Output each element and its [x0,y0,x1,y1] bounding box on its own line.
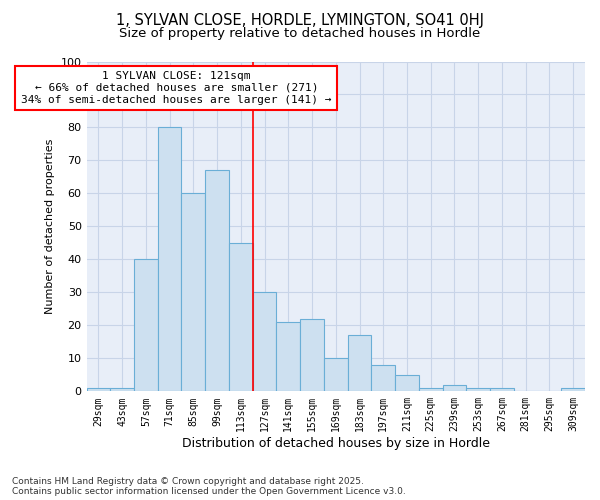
Bar [181,194,205,392]
Text: 1 SYLVAN CLOSE: 121sqm
← 66% of detached houses are smaller (271)
34% of semi-de: 1 SYLVAN CLOSE: 121sqm ← 66% of detached… [21,72,332,104]
Bar [419,388,443,392]
Bar [86,388,110,392]
Text: Contains HM Land Registry data © Crown copyright and database right 2025.
Contai: Contains HM Land Registry data © Crown c… [12,476,406,496]
Text: Size of property relative to detached houses in Hordle: Size of property relative to detached ho… [119,28,481,40]
Bar [324,358,347,392]
Bar [134,260,158,392]
Bar [561,388,585,392]
Bar [395,375,419,392]
Bar [300,319,324,392]
Bar [490,388,514,392]
Bar [110,388,134,392]
Bar [229,243,253,392]
Bar [347,336,371,392]
Bar [443,384,466,392]
X-axis label: Distribution of detached houses by size in Hordle: Distribution of detached houses by size … [182,437,490,450]
Bar [205,170,229,392]
Text: 1, SYLVAN CLOSE, HORDLE, LYMINGTON, SO41 0HJ: 1, SYLVAN CLOSE, HORDLE, LYMINGTON, SO41… [116,12,484,28]
Bar [158,128,181,392]
Bar [371,365,395,392]
Bar [466,388,490,392]
Bar [277,322,300,392]
Bar [253,292,277,392]
Y-axis label: Number of detached properties: Number of detached properties [45,138,55,314]
